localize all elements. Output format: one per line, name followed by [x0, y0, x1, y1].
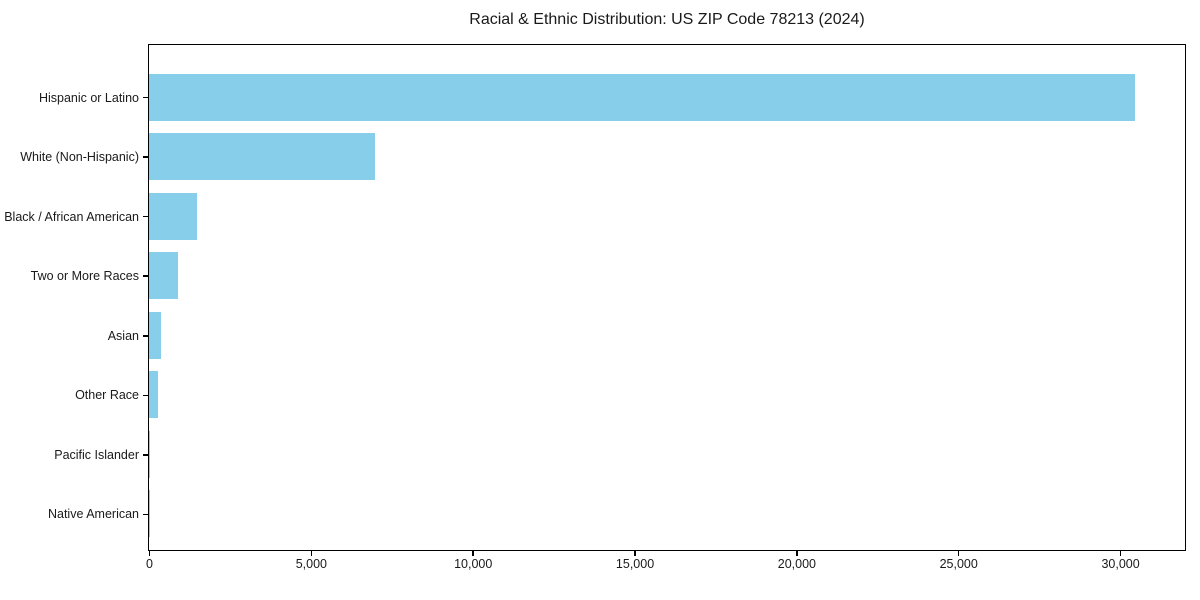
bar-asian — [149, 311, 162, 359]
y-tick-mark — [143, 156, 148, 158]
y-tick-mark — [143, 275, 148, 277]
bar-other-race — [149, 371, 158, 419]
plot-area — [148, 44, 1186, 551]
x-tick-mark — [1119, 551, 1122, 556]
y-tick-label-other-race: Other Race — [75, 388, 139, 403]
bar-black-african-american — [149, 192, 198, 240]
bar-two-or-more-races — [149, 252, 178, 300]
y-tick-label-black-african-american: Black / African American — [4, 209, 139, 224]
x-tick-mark — [796, 551, 798, 556]
x-tick-label-15000: 15,000 — [615, 557, 655, 571]
bar-white-non-hispanic — [149, 133, 375, 181]
chart-title: Racial & Ethnic Distribution: US ZIP Cod… — [469, 11, 865, 28]
y-tick-mark — [143, 513, 148, 516]
y-tick-mark — [143, 454, 148, 456]
x-tick-label-25000: 25,000 — [939, 557, 978, 571]
x-tick-mark — [957, 551, 960, 556]
y-tick-label-white-non-hispanic: White (Non-Hispanic) — [20, 150, 139, 165]
y-tick-label-hispanic-or-latino: Hispanic or Latino — [38, 90, 139, 105]
y-tick-mark — [143, 215, 148, 218]
y-tick-mark — [143, 335, 148, 337]
x-tick-mark — [310, 551, 313, 556]
y-tick-label-two-or-more-races: Two or More Races — [30, 269, 139, 284]
y-tick-mark — [143, 394, 148, 397]
x-tick-label-10000: 10,000 — [454, 557, 493, 571]
x-tick-label-20000: 20,000 — [777, 557, 816, 571]
x-tick-mark — [634, 551, 636, 556]
y-tick-label-native-american: Native American — [47, 507, 139, 522]
x-tick-label-0: 0 — [146, 557, 153, 571]
x-tick-mark — [472, 551, 474, 556]
bar-hispanic-or-latino — [149, 73, 1135, 121]
x-tick-label-5000: 5,000 — [295, 557, 327, 571]
y-tick-mark — [143, 96, 148, 99]
y-tick-label-pacific-islander: Pacific Islander — [54, 447, 139, 462]
x-tick-mark — [148, 551, 151, 556]
x-tick-label-30000: 30,000 — [1101, 557, 1140, 571]
bar-pacific-islander — [149, 430, 150, 478]
y-tick-label-asian: Asian — [107, 328, 139, 343]
